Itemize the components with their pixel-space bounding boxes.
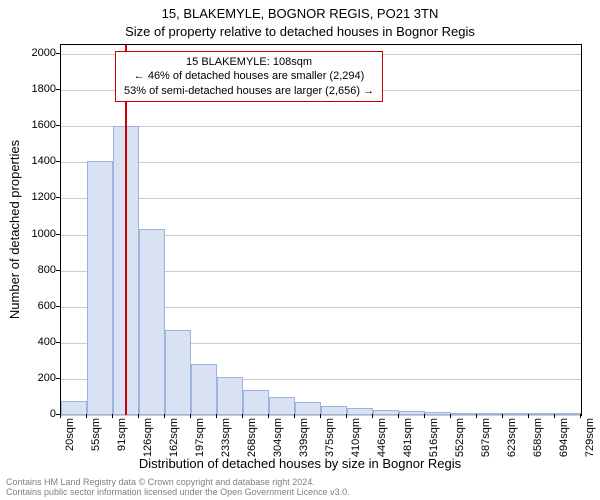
x-tick-mark (164, 414, 165, 418)
histogram-bar (295, 402, 321, 415)
x-tick-mark (242, 414, 243, 418)
y-tick-mark (56, 125, 60, 126)
chart-title-line2: Size of property relative to detached ho… (0, 24, 600, 39)
x-tick-mark (450, 414, 451, 418)
histogram-bar (165, 330, 191, 415)
chart-container: 15, BLAKEMYLE, BOGNOR REGIS, PO21 3TN Si… (0, 0, 600, 500)
annotation-line1: 15 BLAKEMYLE: 108sqm (124, 55, 374, 69)
x-tick-mark (190, 414, 191, 418)
footer-attribution: Contains HM Land Registry data © Crown c… (6, 478, 350, 498)
x-tick-mark (580, 414, 581, 418)
histogram-bar (399, 411, 425, 415)
x-tick-mark (346, 414, 347, 418)
y-tick-mark (56, 161, 60, 162)
x-tick-mark (268, 414, 269, 418)
y-tick-label: 600 (16, 300, 56, 312)
histogram-bar (373, 410, 399, 415)
histogram-bar (555, 413, 581, 415)
y-tick-label: 1200 (16, 191, 56, 203)
histogram-bar (243, 390, 269, 415)
x-axis-label: Distribution of detached houses by size … (0, 456, 600, 471)
y-tick-mark (56, 197, 60, 198)
y-tick-mark (56, 89, 60, 90)
x-tick-mark (112, 414, 113, 418)
histogram-bar (347, 408, 373, 415)
x-tick-mark (60, 414, 61, 418)
footer-line2: Contains public sector information licen… (6, 488, 350, 498)
annotation-box: 15 BLAKEMYLE: 108sqm ← 46% of detached h… (115, 51, 383, 102)
x-tick-mark (502, 414, 503, 418)
histogram-bar (529, 413, 555, 415)
y-tick-mark (56, 306, 60, 307)
y-tick-label: 2000 (16, 47, 56, 59)
gridline-h (61, 198, 581, 199)
gridline-h (61, 415, 581, 416)
y-tick-label: 400 (16, 336, 56, 348)
y-tick-label: 800 (16, 264, 56, 276)
gridline-h (61, 126, 581, 127)
histogram-bar (269, 397, 295, 415)
x-tick-mark (320, 414, 321, 418)
y-tick-mark (56, 342, 60, 343)
histogram-bar (451, 413, 477, 415)
annotation-line2: ← 46% of detached houses are smaller (2,… (124, 69, 374, 83)
x-tick-mark (138, 414, 139, 418)
y-tick-label: 1600 (16, 119, 56, 131)
gridline-h (61, 162, 581, 163)
x-tick-mark (86, 414, 87, 418)
y-tick-label: 200 (16, 372, 56, 384)
histogram-bar (61, 401, 87, 415)
x-tick-mark (476, 414, 477, 418)
histogram-bar (139, 229, 165, 415)
y-tick-mark (56, 53, 60, 54)
y-tick-label: 1400 (16, 155, 56, 167)
histogram-bar (191, 364, 217, 415)
histogram-bar (321, 406, 347, 415)
y-tick-label: 0 (16, 408, 56, 420)
x-tick-mark (424, 414, 425, 418)
annotation-line3: 53% of semi-detached houses are larger (… (124, 84, 374, 98)
x-tick-mark (398, 414, 399, 418)
chart-title-line1: 15, BLAKEMYLE, BOGNOR REGIS, PO21 3TN (0, 6, 600, 21)
histogram-bar (87, 161, 113, 415)
y-tick-label: 1000 (16, 228, 56, 240)
x-tick-mark (216, 414, 217, 418)
x-tick-mark (294, 414, 295, 418)
y-tick-label: 1800 (16, 83, 56, 95)
histogram-bar (425, 412, 451, 415)
x-tick-mark (528, 414, 529, 418)
x-tick-mark (554, 414, 555, 418)
histogram-bar (217, 377, 243, 415)
y-tick-mark (56, 234, 60, 235)
y-tick-mark (56, 378, 60, 379)
y-tick-mark (56, 270, 60, 271)
histogram-bar (477, 413, 503, 415)
x-tick-mark (372, 414, 373, 418)
histogram-bar (503, 413, 529, 415)
